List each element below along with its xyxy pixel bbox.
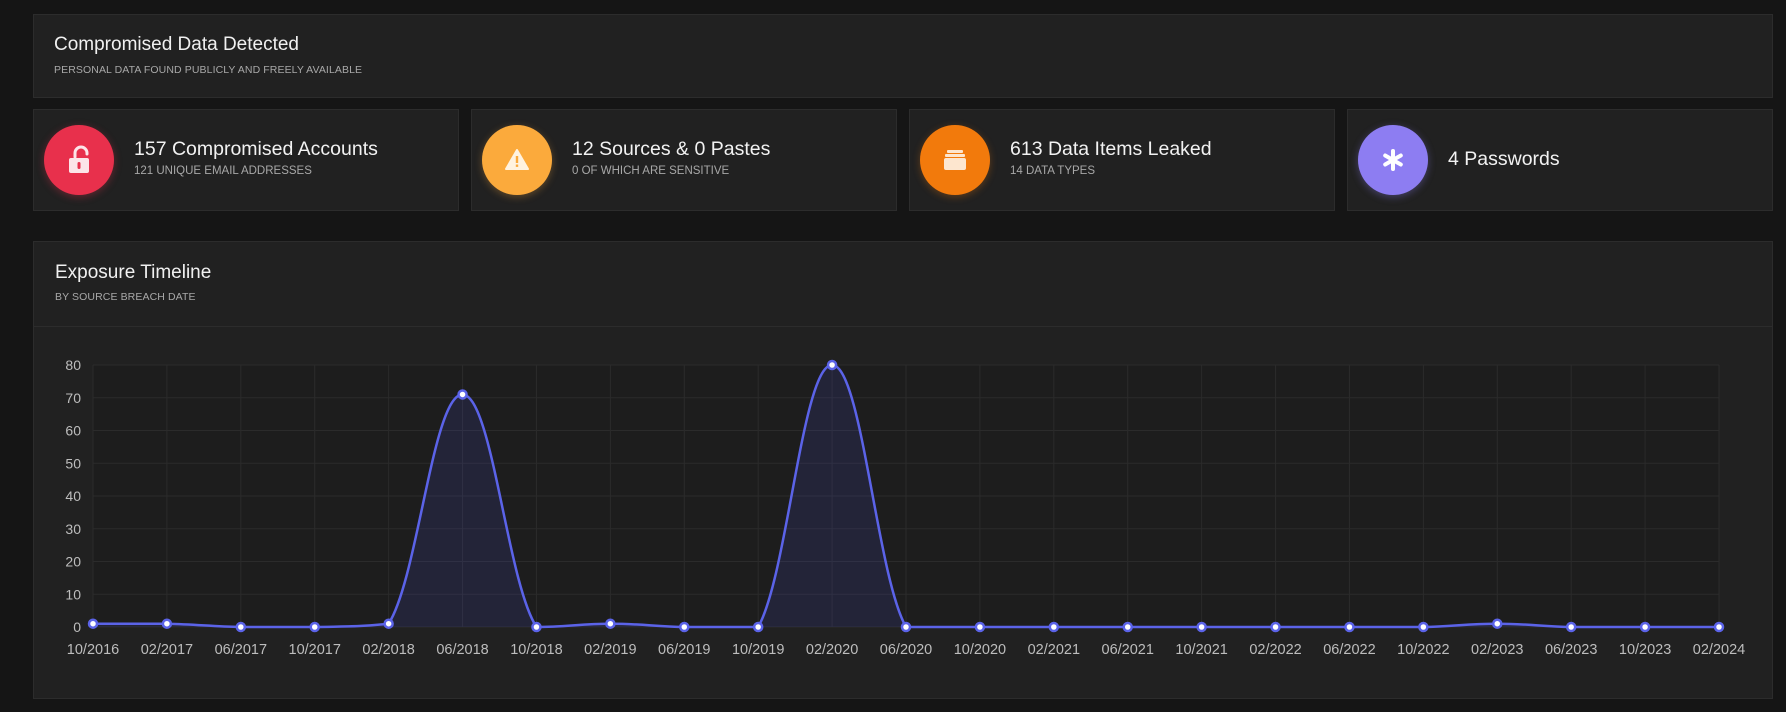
data-point xyxy=(752,621,764,633)
data-point xyxy=(1048,621,1060,633)
timeline-subtitle: BY SOURCE BREACH DATE xyxy=(55,291,196,303)
data-point xyxy=(457,389,468,400)
x-tick-label: 06/2017 xyxy=(215,642,267,658)
stat-card-compromised-accounts: 157 Compromised Accounts 121 UNIQUE EMAI… xyxy=(33,109,459,211)
header-panel: Compromised Data Detected PERSONAL DATA … xyxy=(33,14,1773,98)
x-tick-label: 06/2020 xyxy=(880,642,932,658)
data-point xyxy=(235,621,247,633)
y-tick-label: 20 xyxy=(65,554,81,570)
page-title: Compromised Data Detected xyxy=(54,34,299,55)
data-point xyxy=(1270,621,1281,633)
x-tick-label: 02/2018 xyxy=(362,642,414,658)
data-point xyxy=(1344,621,1355,633)
y-tick-label: 50 xyxy=(65,455,81,471)
data-point xyxy=(1418,621,1429,633)
data-point xyxy=(531,621,542,633)
x-tick-label: 02/2023 xyxy=(1471,642,1523,658)
stat-card-passwords: 4 Passwords xyxy=(1347,109,1773,211)
x-tick-label: 10/2020 xyxy=(954,642,1006,658)
x-tick-label: 02/2021 xyxy=(1028,642,1080,658)
x-tick-label: 02/2019 xyxy=(584,642,636,658)
x-tick-label: 06/2019 xyxy=(658,642,710,658)
x-tick-label: 10/2019 xyxy=(732,642,784,658)
x-tick-label: 10/2021 xyxy=(1175,642,1227,658)
data-point xyxy=(1196,621,1207,633)
x-tick-label: 02/2017 xyxy=(141,642,193,658)
asterisk-icon xyxy=(1358,125,1428,195)
data-point xyxy=(900,621,912,633)
y-tick-label: 60 xyxy=(65,423,81,439)
data-point xyxy=(1565,621,1577,633)
x-tick-label: 06/2022 xyxy=(1323,642,1375,658)
data-point xyxy=(826,359,838,371)
x-tick-label: 06/2023 xyxy=(1545,642,1597,658)
data-point xyxy=(309,621,320,633)
stat-title: 613 Data Items Leaked xyxy=(1010,138,1212,160)
stat-subtitle: 14 DATA TYPES xyxy=(1010,165,1096,177)
x-tick-label: 10/2022 xyxy=(1397,642,1449,658)
stat-card-data-items: 613 Data Items Leaked 14 DATA TYPES xyxy=(909,109,1335,211)
x-tick-label: 06/2018 xyxy=(436,642,488,658)
data-point xyxy=(1122,621,1133,633)
y-tick-label: 0 xyxy=(73,619,81,635)
y-tick-label: 40 xyxy=(65,488,81,504)
series-line xyxy=(93,363,1719,629)
x-tick-label: 02/2022 xyxy=(1249,642,1301,658)
data-point xyxy=(605,618,616,629)
stat-subtitle: 0 OF WHICH ARE SENSITIVE xyxy=(572,165,730,177)
x-tick-label: 02/2024 xyxy=(1693,642,1745,658)
unlocked-padlock-icon xyxy=(44,125,114,195)
panel-divider xyxy=(34,326,1772,327)
timeline-title: Exposure Timeline xyxy=(55,262,212,283)
data-point xyxy=(679,621,690,633)
y-tick-label: 70 xyxy=(65,390,81,406)
data-point xyxy=(383,618,394,629)
stat-subtitle: 121 UNIQUE EMAIL ADDRESSES xyxy=(134,165,312,177)
data-point xyxy=(974,621,986,633)
y-tick-label: 10 xyxy=(65,586,81,602)
x-tick-label: 10/2023 xyxy=(1619,642,1671,658)
x-tick-label: 02/2020 xyxy=(806,642,858,658)
page-subtitle: PERSONAL DATA FOUND PUBLICLY AND FREELY … xyxy=(54,64,363,76)
x-tick-label: 06/2021 xyxy=(1102,642,1154,658)
data-point xyxy=(161,618,173,629)
stat-card-sources-pastes: 12 Sources & 0 Pastes 0 OF WHICH ARE SEN… xyxy=(471,109,897,211)
data-point xyxy=(1713,621,1725,633)
exposure-timeline-chart: 0 10 20 30 40 50 60 70 80 10/2016 02/2017 06/2017 10… xyxy=(65,357,1745,658)
x-tick-label: 10/2016 xyxy=(67,642,119,658)
series-area xyxy=(93,365,1719,627)
data-point xyxy=(87,618,99,629)
exposure-timeline-panel: Exposure Timeline BY SOURCE BREACH DATE … xyxy=(33,241,1773,699)
warning-icon xyxy=(482,125,552,195)
stat-title: 4 Passwords xyxy=(1448,148,1560,170)
y-tick-label: 30 xyxy=(65,521,81,537)
data-point xyxy=(1492,618,1503,629)
stacked-cards-icon xyxy=(920,125,990,195)
x-tick-label: 10/2018 xyxy=(510,642,562,658)
stat-title: 12 Sources & 0 Pastes xyxy=(572,138,771,160)
data-point xyxy=(1639,621,1651,633)
x-tick-label: 10/2017 xyxy=(289,642,341,658)
stat-title: 157 Compromised Accounts xyxy=(134,138,378,160)
y-tick-label: 80 xyxy=(65,357,81,373)
